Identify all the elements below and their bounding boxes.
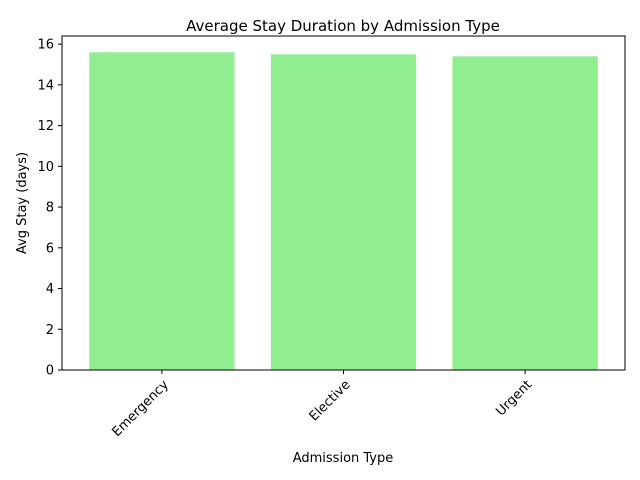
y-tick-label: 14 xyxy=(37,78,54,93)
plot-frame xyxy=(61,35,626,371)
y-tick-label: 16 xyxy=(37,38,54,53)
y-tick-label: 2 xyxy=(46,323,54,338)
y-tick-label: 10 xyxy=(37,160,54,175)
x-tick-label: Elective xyxy=(307,377,354,424)
y-axis-ticks: 0 2 4 6 8 10 12 14 16 xyxy=(37,38,62,379)
y-tick-label: 12 xyxy=(37,119,54,134)
x-tick-label: Emergency xyxy=(109,377,172,440)
bars-group xyxy=(89,52,598,371)
y-tick-label: 0 xyxy=(46,364,54,379)
y-tick-label: 4 xyxy=(46,282,54,297)
x-axis-ticks: Emergency Elective Urgent xyxy=(109,370,535,440)
bar-elective xyxy=(270,54,417,370)
bar-emergency xyxy=(89,52,235,370)
y-axis-label: Avg Stay (days) xyxy=(15,152,30,254)
chart-title: Average Stay Duration by Admission Type xyxy=(186,17,500,35)
x-axis-label: Admission Type xyxy=(293,451,394,466)
x-tick-label: Urgent xyxy=(493,377,535,419)
y-tick-label: 8 xyxy=(46,201,54,216)
y-tick-label: 6 xyxy=(46,241,54,256)
bar-urgent xyxy=(452,56,598,371)
